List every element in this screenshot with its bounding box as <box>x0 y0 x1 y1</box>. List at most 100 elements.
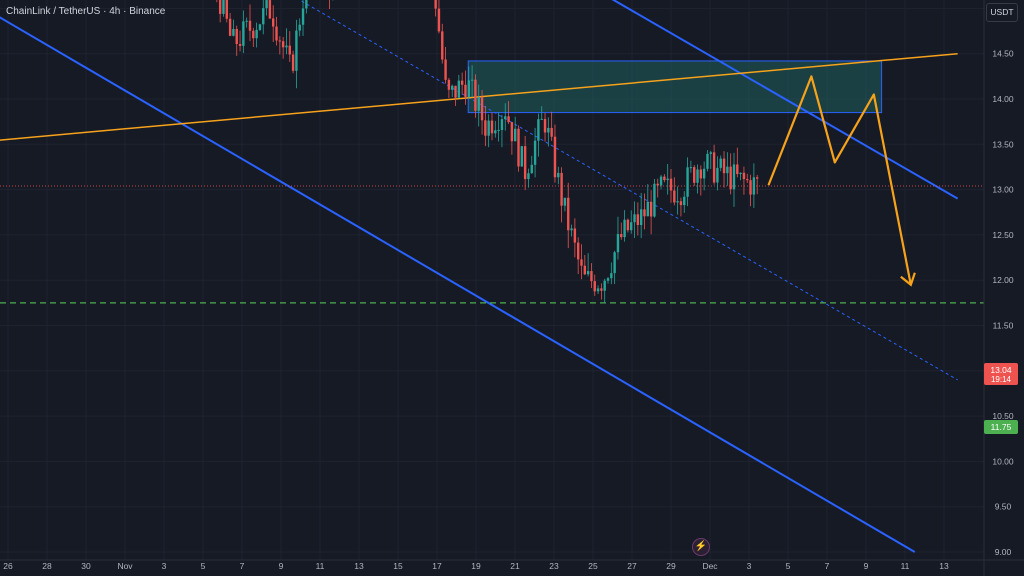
candle-body <box>606 278 610 281</box>
candle-body <box>533 140 537 165</box>
x-tick-label: 7 <box>825 561 830 571</box>
candle-body <box>265 0 268 9</box>
candle-body <box>527 173 530 180</box>
candle-body <box>281 41 285 48</box>
candle-body <box>457 80 461 98</box>
candle-body <box>494 130 497 134</box>
y-tick-label: 12.00 <box>992 275 1014 285</box>
candle-body <box>583 265 587 275</box>
channel-lower-line[interactable] <box>0 0 916 553</box>
candle-body <box>460 80 464 85</box>
x-tick-label: 3 <box>162 561 167 571</box>
candle-body <box>706 153 709 169</box>
candle-body <box>543 118 547 133</box>
price-axis[interactable]: 9.009.5010.0010.5011.0011.5012.0012.5013… <box>983 0 1014 576</box>
candle-body <box>295 30 298 71</box>
channel-median-line[interactable] <box>0 0 958 381</box>
candle-body <box>507 116 510 123</box>
x-tick-label: 17 <box>432 561 442 571</box>
candle-body <box>497 129 500 131</box>
candle-body <box>504 116 507 120</box>
candle-body <box>739 172 742 175</box>
candle-body <box>752 177 756 195</box>
candle-body <box>484 120 487 136</box>
support-price-badge: 11.75 <box>991 422 1012 432</box>
candle-body <box>616 234 620 253</box>
candle-body <box>272 18 275 27</box>
candle-body <box>716 167 719 183</box>
candle-body <box>288 45 291 55</box>
projection-arrowhead <box>900 272 916 287</box>
last-price-badge-bg <box>984 363 1018 385</box>
candle-body <box>517 128 520 167</box>
candle-body <box>693 167 696 183</box>
candle-body <box>573 228 577 243</box>
x-tick-label: 5 <box>201 561 206 571</box>
candle-body <box>557 172 560 178</box>
candle-body <box>620 234 623 238</box>
candle-body <box>553 136 557 178</box>
candle-body <box>225 0 228 19</box>
time-axis[interactable]: 26 28 30 Nov 3 5 7 9 11 13 15 17 19 21 23 25 27 29 Dec 3 5 7 9… <box>0 559 1024 571</box>
candle-body <box>262 8 265 25</box>
y-tick-label: 14.50 <box>992 49 1014 59</box>
y-tick-label: 10.50 <box>992 411 1014 421</box>
price-badges: 13.04 19:14 11.75 <box>984 363 1018 434</box>
x-tick-label: 13 <box>354 561 364 571</box>
last-price-badge: 13.04 <box>990 365 1012 375</box>
candle-body <box>454 85 457 98</box>
candle-body <box>434 0 437 9</box>
candle-body <box>679 201 683 206</box>
candle-body <box>600 288 603 291</box>
candle-body <box>623 219 626 238</box>
candle-body <box>689 167 693 169</box>
y-tick-label: 12.50 <box>992 230 1014 240</box>
candle-body <box>726 166 729 174</box>
resistance-zone[interactable] <box>467 60 883 114</box>
candle-body <box>749 180 752 195</box>
channel-upper-line[interactable] <box>0 0 959 200</box>
candle-body <box>567 197 570 231</box>
x-tick-label: 15 <box>393 561 403 571</box>
candle-body <box>603 280 606 291</box>
candle-body <box>252 30 255 39</box>
x-tick-label: 27 <box>627 561 637 571</box>
candle-body <box>732 164 736 190</box>
candle-body <box>232 28 235 36</box>
candle-body <box>639 209 643 226</box>
x-tick-label: 29 <box>666 561 676 571</box>
candle-body <box>278 40 282 42</box>
candle-body <box>490 120 494 134</box>
x-tick-label: 11 <box>901 561 910 571</box>
y-tick-label: 10.00 <box>992 456 1014 466</box>
candle-body <box>547 127 550 133</box>
lightning-icon[interactable]: ⚡ <box>692 538 710 556</box>
candle-body <box>238 43 242 46</box>
candle-body <box>742 172 746 180</box>
candle-body <box>676 201 679 203</box>
currency-button[interactable]: USDT <box>986 3 1018 22</box>
candle-body <box>613 252 616 274</box>
x-tick-label: Nov <box>117 561 133 571</box>
candle-body <box>570 228 573 231</box>
candle-body <box>228 18 232 36</box>
candle-body <box>686 167 689 197</box>
candle-body <box>736 164 739 175</box>
candle-body <box>630 222 633 231</box>
x-tick-label: 11 <box>316 561 325 571</box>
candle-body <box>656 183 659 186</box>
candle-body <box>537 119 540 141</box>
x-tick-label: 23 <box>549 561 559 571</box>
candle-body <box>305 0 308 9</box>
projection-path[interactable] <box>767 75 912 285</box>
resistance-zone-box[interactable] <box>467 60 883 114</box>
candle-body <box>451 85 454 90</box>
candle-body <box>560 172 563 206</box>
candle-body <box>441 31 444 60</box>
candle-body <box>487 120 490 136</box>
symbol-title[interactable]: ChainLink / TetherUS · 4h · Binance <box>6 6 166 17</box>
candle-body <box>663 176 666 181</box>
candle-body <box>510 122 514 142</box>
candle-body <box>530 164 533 174</box>
